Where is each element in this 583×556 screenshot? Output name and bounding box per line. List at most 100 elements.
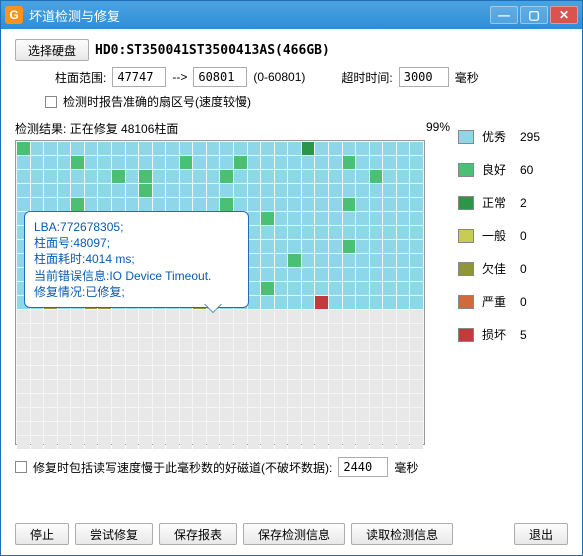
grid-cell [193,170,206,183]
grid-cell [397,380,410,393]
grid-cell [343,394,356,407]
grid-cell [356,352,369,365]
legend-count: 295 [520,130,540,144]
grid-cell [71,352,84,365]
grid-cell [248,240,261,253]
minimize-button[interactable]: — [490,6,518,24]
grid-cell [397,422,410,435]
grid-cell [58,324,71,337]
grid-cell [166,422,179,435]
save-info-button[interactable]: 保存检测信息 [243,523,345,545]
grid-cell [248,212,261,225]
grid-cell [356,170,369,183]
grid-cell [193,436,206,449]
grid-cell [410,310,423,323]
grid-cell [166,408,179,421]
legend-name: 损坏 [482,326,512,343]
grid-cell [17,198,30,211]
legend-count: 0 [520,262,527,276]
grid-cell [356,380,369,393]
legend-swatch [458,163,474,177]
grid-cell [397,212,410,225]
grid-cell [166,156,179,169]
grid-cell [112,310,125,323]
grid-cell [44,170,57,183]
save-report-button[interactable]: 保存报表 [159,523,237,545]
grid-cell [410,226,423,239]
repair-slow-checkbox[interactable] [15,461,27,473]
grid-cell [370,142,383,155]
grid-cell [17,422,30,435]
grid-cell [17,338,30,351]
grid-cell [275,352,288,365]
maximize-button[interactable]: ▢ [520,6,548,24]
grid-cell [44,310,57,323]
range-bounds: (0-60801) [253,70,305,84]
grid-cell [329,422,342,435]
grid-cell [383,422,396,435]
grid-cell [261,310,274,323]
grid-cell [248,226,261,239]
grid-cell [234,380,247,393]
grid-cell [220,380,233,393]
grid-cell [248,198,261,211]
grid-cell [356,366,369,379]
grid-cell [288,310,301,323]
grid-cell [126,436,139,449]
stop-button[interactable]: 停止 [15,523,69,545]
grid-cell [220,338,233,351]
grid-cell [98,408,111,421]
grid-cell [370,226,383,239]
grid-cell [275,212,288,225]
try-repair-button[interactable]: 尝试修复 [75,523,153,545]
grid-cell [397,268,410,281]
grid-cell [220,184,233,197]
grid-cell [288,142,301,155]
grid-cell [153,366,166,379]
grid-cell [397,170,410,183]
exit-button[interactable]: 退出 [514,523,568,545]
grid-cell [275,366,288,379]
grid-cell [153,422,166,435]
grid-cell [329,212,342,225]
grid-cell [31,184,44,197]
grid-cell [261,324,274,337]
accurate-sector-checkbox[interactable] [45,96,57,108]
grid-cell [180,422,193,435]
grid-cell [356,226,369,239]
grid-cell [153,184,166,197]
grid-cell [220,422,233,435]
grid-cell [112,366,125,379]
grid-cell [248,254,261,267]
range-from-input[interactable] [112,67,166,87]
grid-cell [302,366,315,379]
grid-cell [329,254,342,267]
grid-cell [234,156,247,169]
grid-cell [58,170,71,183]
grid-cell [234,436,247,449]
select-disk-button[interactable]: 选择硬盘 [15,39,89,61]
grid-cell [112,380,125,393]
grid-cell [58,338,71,351]
grid-cell [343,142,356,155]
grid-cell [343,338,356,351]
read-info-button[interactable]: 读取检测信息 [351,523,453,545]
grid-cell [44,352,57,365]
grid-cell [315,366,328,379]
grid-cell [370,380,383,393]
grid-cell [383,380,396,393]
repair-threshold-input[interactable] [338,457,388,477]
close-button[interactable]: ✕ [550,6,578,24]
grid-cell [315,268,328,281]
timeout-input[interactable] [399,67,449,87]
grid-cell [261,142,274,155]
grid-cell [315,226,328,239]
grid-cell [248,380,261,393]
grid-cell [44,366,57,379]
range-to-input[interactable] [193,67,247,87]
grid-cell [248,156,261,169]
grid-cell [343,324,356,337]
grid-cell [248,352,261,365]
grid-cell [193,142,206,155]
grid-cell [126,324,139,337]
